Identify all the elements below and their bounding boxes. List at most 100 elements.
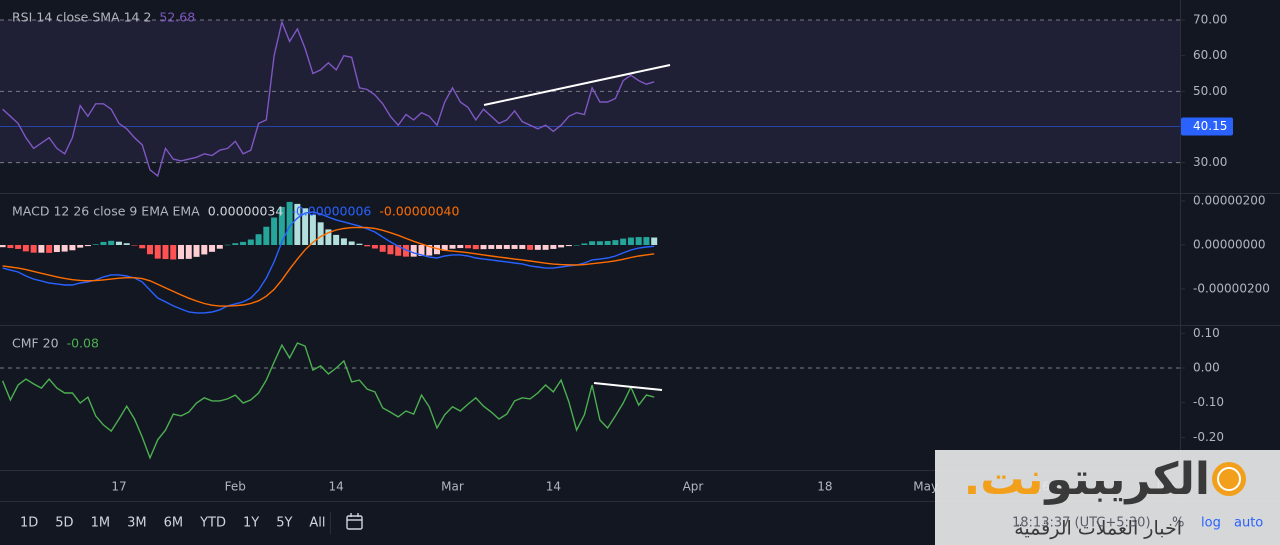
histogram-bar bbox=[146, 244, 153, 255]
histogram-bar bbox=[496, 244, 503, 249]
histogram-bar bbox=[627, 237, 634, 245]
y-tick-label: -0.00000200 bbox=[1193, 281, 1270, 295]
watermark-brand: الكريبتو bbox=[1043, 454, 1210, 505]
histogram-bar bbox=[503, 244, 510, 249]
histogram-bar bbox=[519, 244, 526, 249]
histogram-bar bbox=[22, 244, 29, 252]
histogram-bar bbox=[38, 244, 45, 253]
histogram-bar bbox=[286, 201, 293, 245]
range-button[interactable]: 1D bbox=[20, 516, 38, 531]
range-button[interactable]: YTD bbox=[199, 516, 226, 531]
histogram-bar bbox=[527, 244, 534, 250]
histogram-bar bbox=[185, 244, 192, 259]
histogram-bar bbox=[123, 243, 130, 245]
histogram-bar bbox=[333, 234, 340, 245]
y-tick-label: 0.00000200 bbox=[1193, 194, 1266, 208]
histogram-bar bbox=[30, 244, 37, 253]
pane-backgrounds bbox=[0, 19, 1180, 369]
histogram-bar bbox=[92, 244, 99, 245]
indicator-line bbox=[2, 226, 655, 307]
histogram-bar bbox=[69, 244, 76, 251]
timezone-clock-overlay[interactable]: 18:13:37 (UTC+5:30) bbox=[1012, 516, 1151, 531]
histogram-bar bbox=[100, 241, 107, 245]
range-button[interactable]: All bbox=[309, 516, 325, 531]
histogram-bar bbox=[224, 244, 231, 246]
range-button[interactable]: 3M bbox=[127, 516, 147, 531]
histogram-bar bbox=[325, 229, 332, 245]
y-tick-label: -0.10 bbox=[1193, 395, 1224, 409]
percent-toggle[interactable]: % bbox=[1172, 516, 1184, 531]
histogram-bar bbox=[247, 239, 254, 245]
histogram-bar bbox=[317, 222, 324, 245]
x-tick-label: May bbox=[913, 480, 938, 494]
histogram-bar bbox=[46, 244, 53, 253]
histogram-bar bbox=[302, 208, 309, 245]
histogram-bar bbox=[294, 203, 301, 245]
histogram-bar bbox=[340, 238, 347, 245]
histogram-bar bbox=[371, 244, 378, 249]
histogram-bar bbox=[433, 244, 440, 255]
x-tick-label: Feb bbox=[225, 480, 246, 494]
auto-toggle[interactable]: auto bbox=[1234, 516, 1263, 531]
band-fill bbox=[0, 19, 1180, 163]
histogram-bar bbox=[209, 244, 216, 252]
histogram-bar bbox=[465, 244, 472, 249]
legend-title: MACD 12 26 close 9 EMA EMA bbox=[12, 204, 200, 219]
legend-title: RSI 14 close SMA 14 2 bbox=[12, 10, 151, 25]
histogram-bar bbox=[255, 234, 262, 245]
histogram-bar bbox=[604, 241, 611, 245]
range-button[interactable]: 6M bbox=[164, 516, 184, 531]
y-tick-label: 0.00 bbox=[1193, 360, 1220, 374]
histogram-bar bbox=[263, 226, 270, 245]
histogram-bar bbox=[449, 244, 456, 249]
x-tick-label: 17 bbox=[111, 480, 126, 494]
histogram-bar bbox=[635, 237, 642, 245]
legend-value: 0.00000034 bbox=[208, 204, 284, 219]
histogram-bar bbox=[573, 244, 580, 246]
histogram-bar bbox=[511, 244, 518, 249]
indicator-line bbox=[2, 19, 655, 178]
histogram-bar bbox=[178, 244, 185, 260]
histogram-bar bbox=[534, 244, 541, 250]
level-label: 40.15 bbox=[1193, 119, 1227, 133]
histogram-bar bbox=[15, 244, 22, 249]
y-tick-label: 50.00 bbox=[1193, 84, 1227, 98]
histogram-bar bbox=[139, 244, 146, 249]
histogram-bar bbox=[232, 243, 239, 245]
histogram-bar bbox=[612, 240, 619, 245]
histogram-bar bbox=[550, 244, 557, 249]
histogram-bar bbox=[402, 244, 409, 257]
histogram-bar bbox=[581, 243, 588, 245]
histogram-bar bbox=[488, 244, 495, 249]
histogram-bar bbox=[379, 244, 386, 252]
histogram-bar bbox=[356, 243, 363, 245]
legend-value: 52.68 bbox=[159, 10, 195, 25]
goto-date-icon[interactable] bbox=[346, 513, 363, 530]
log-toggle[interactable]: log bbox=[1201, 516, 1221, 531]
watermark-tagline: اخبار العملات الرقمية bbox=[1014, 518, 1182, 540]
histogram-bar bbox=[643, 237, 650, 245]
histogram-bar bbox=[472, 244, 479, 250]
y-tick-label: 70.00 bbox=[1193, 12, 1227, 26]
range-button[interactable]: 1M bbox=[91, 516, 111, 531]
x-tick-label: Mar bbox=[441, 480, 464, 494]
text-layer: 17Feb14Mar14Apr18May16Jun70.0060.0050.00… bbox=[12, 10, 1270, 531]
histogram-bar bbox=[170, 244, 177, 260]
x-tick-label: Apr bbox=[683, 480, 704, 494]
histogram-bar bbox=[309, 214, 316, 245]
range-button[interactable]: 1Y bbox=[243, 516, 259, 531]
histogram-bar bbox=[84, 244, 91, 247]
histogram-bar bbox=[216, 244, 223, 249]
indicator-line bbox=[2, 211, 655, 314]
histogram-bar bbox=[115, 241, 122, 245]
y-tick-label: 60.00 bbox=[1193, 48, 1227, 62]
histogram-bar bbox=[395, 244, 402, 256]
indicator-line bbox=[1, 342, 655, 460]
histogram-bar bbox=[271, 217, 278, 245]
y-tick-label: 0.00000000 bbox=[1193, 237, 1266, 251]
histogram-bar bbox=[77, 244, 84, 248]
range-button[interactable]: 5D bbox=[55, 516, 73, 531]
range-button[interactable]: 5Y bbox=[276, 516, 292, 531]
histogram-bar bbox=[162, 244, 169, 260]
